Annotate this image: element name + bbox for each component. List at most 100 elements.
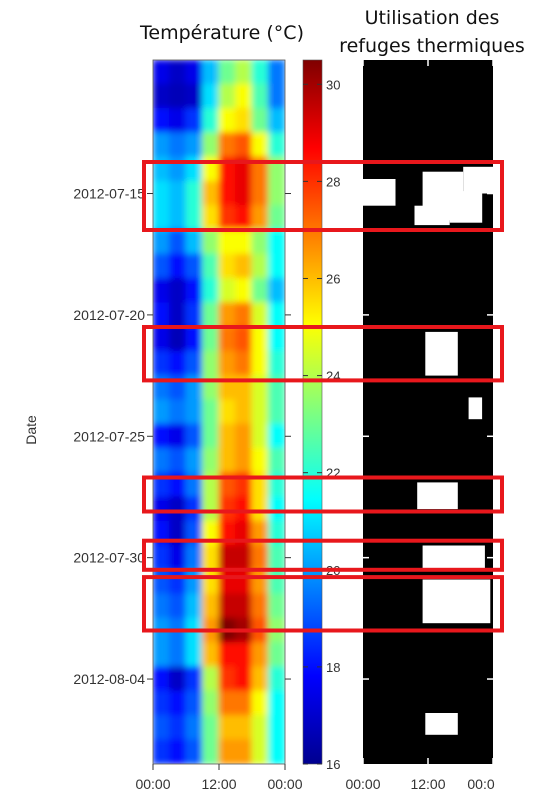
refuge-use-block <box>414 205 450 226</box>
heatmap-cell <box>153 545 170 571</box>
heatmap-cell <box>202 180 220 207</box>
heatmap-cell <box>185 545 203 571</box>
heatmap-cell <box>153 108 170 134</box>
heatmap-cell <box>185 132 203 158</box>
heatmap-cell <box>185 739 203 764</box>
heatmap-cell <box>218 83 236 110</box>
heatmap-cell <box>153 253 170 279</box>
heatmap-cell <box>218 423 236 449</box>
heatmap-cell <box>251 229 269 255</box>
heatmap-cell <box>268 253 285 279</box>
heatmap-cell <box>235 714 253 741</box>
heatmap-cell <box>218 593 236 619</box>
heatmap-cell <box>235 399 253 425</box>
heatmap-cell <box>153 569 170 595</box>
heatmap-cell <box>185 277 203 304</box>
heatmap-cell <box>235 666 253 692</box>
heatmap-cell <box>153 496 170 522</box>
heatmap-cell <box>251 569 269 595</box>
heatmap-cell <box>251 253 269 279</box>
heatmap-cell <box>268 690 285 716</box>
refuge-x-tick-label: 00:00 <box>345 776 380 792</box>
heatmap-cell <box>251 423 269 449</box>
heatmap-cell <box>153 423 170 449</box>
heatmap-cell <box>185 423 203 449</box>
heatmap-cell <box>235 593 253 619</box>
heatmap-cell <box>185 180 203 207</box>
heatmap-cell <box>185 642 203 668</box>
heatmap-cell <box>153 83 170 110</box>
heatmap-cell <box>251 205 269 231</box>
heatmap-cell <box>202 593 220 619</box>
highlight-period-box <box>142 325 504 383</box>
colorbar-tick-label: 30 <box>326 77 340 92</box>
heatmap-cell <box>251 496 269 522</box>
heatmap-cell <box>251 180 269 207</box>
heatmap-cell <box>235 326 253 352</box>
heatmap-cell <box>185 229 203 255</box>
heatmap-cell <box>268 545 285 571</box>
heatmap-cell <box>202 423 220 449</box>
heatmap-cell <box>235 496 253 522</box>
heatmap-cell <box>251 83 269 110</box>
x-tick-label: 12:00 <box>201 776 236 792</box>
heatmap-cell <box>185 593 203 619</box>
heatmap-cell <box>235 277 253 304</box>
refuge-use-block <box>422 545 485 570</box>
heatmap-cell <box>169 642 187 668</box>
heatmap-cell <box>153 302 170 328</box>
heatmap-cell <box>268 569 285 595</box>
heatmap-cell <box>218 60 236 85</box>
heatmap-cell <box>153 350 170 377</box>
heatmap-cell <box>202 399 220 425</box>
colorbar-tick-label: 18 <box>326 660 340 675</box>
heatmap-cell <box>235 642 253 668</box>
heatmap-cell <box>202 108 220 134</box>
heatmap-cell <box>202 642 220 668</box>
heatmap-cell <box>251 593 269 619</box>
heatmap-cell <box>169 739 187 764</box>
heatmap-cell <box>202 350 220 377</box>
heatmap-cell <box>268 496 285 522</box>
heatmap-cell <box>153 690 170 716</box>
heatmap-cell <box>218 180 236 207</box>
colorbar-tick-label: 26 <box>326 271 340 286</box>
heatmap-cell <box>235 108 253 134</box>
heatmap-cell <box>268 132 285 158</box>
heatmap-cell <box>153 642 170 668</box>
colorbar-tick-label: 28 <box>326 174 340 189</box>
heatmap-cell <box>185 60 203 85</box>
heatmap-cell <box>202 302 220 328</box>
heatmap-cell <box>235 132 253 158</box>
heatmap-cell <box>153 132 170 158</box>
y-tick-label: 2012-07-20 <box>73 307 145 323</box>
heatmap-cell <box>268 205 285 231</box>
highlight-period-box <box>142 475 504 514</box>
y-tick-label: 2012-07-30 <box>73 550 145 566</box>
heatmap-cell <box>268 326 285 352</box>
heatmap-cell <box>251 326 269 352</box>
x-tick-label: 00:00 <box>267 776 302 792</box>
heatmap-cell <box>185 205 203 231</box>
heatmap-cell <box>218 302 236 328</box>
heatmap-cell <box>235 690 253 716</box>
refuge-use-block <box>463 166 493 194</box>
refuge-use-block <box>422 579 491 624</box>
heatmap-cell <box>218 545 236 571</box>
heatmap-cell <box>169 593 187 619</box>
heatmap-cell <box>218 642 236 668</box>
heatmap-cell <box>218 690 236 716</box>
heatmap-cell <box>169 205 187 231</box>
heatmap-cell <box>169 569 187 595</box>
heatmap-cell <box>268 60 285 85</box>
heatmap-cell <box>268 447 285 474</box>
heatmap-cell <box>268 593 285 619</box>
heatmap-cell <box>235 350 253 377</box>
heatmap-cell <box>153 326 170 352</box>
heatmap-cell <box>153 447 170 474</box>
colorbar <box>303 60 322 764</box>
heatmap-cell <box>185 326 203 352</box>
heatmap-cell <box>185 399 203 425</box>
heatmap-cell <box>153 739 170 764</box>
heatmap-cell <box>185 496 203 522</box>
